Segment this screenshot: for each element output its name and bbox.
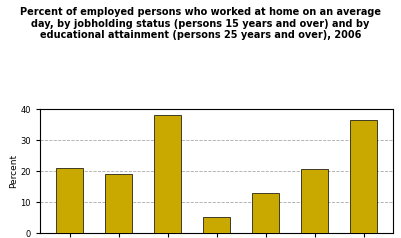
Bar — [301, 169, 328, 233]
Bar — [350, 120, 377, 233]
Bar — [252, 193, 279, 233]
Bar — [105, 174, 132, 233]
Bar — [154, 115, 181, 233]
Bar — [203, 217, 230, 233]
Bar — [56, 168, 83, 233]
Y-axis label: Percent: Percent — [9, 154, 18, 188]
Text: Percent of employed persons who worked at home on an average
day, by jobholding : Percent of employed persons who worked a… — [20, 7, 381, 40]
